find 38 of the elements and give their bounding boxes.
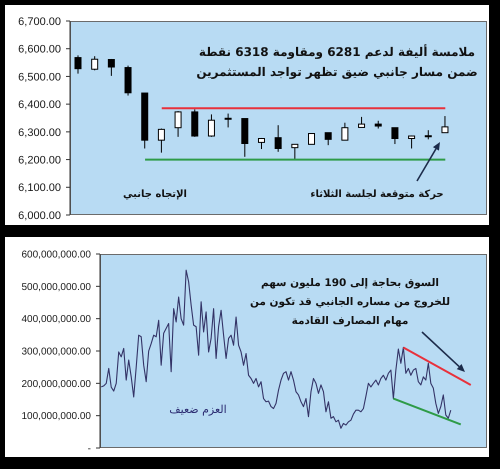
y-tick-label: 200,000,000.00 <box>21 378 92 390</box>
candlestick <box>274 124 282 152</box>
candlestick <box>74 54 82 74</box>
y-tick-label: 6,400.00 <box>18 99 61 112</box>
candlestick <box>291 144 298 160</box>
candlestick <box>441 116 448 134</box>
y-tick-label: 6,000.00 <box>18 210 61 222</box>
annotation: الإتجاه جانبي <box>123 189 187 200</box>
candlestick <box>391 127 398 145</box>
candlestick <box>358 116 366 128</box>
y-tick-label: 6,300.00 <box>18 126 61 139</box>
annotation: السوق بحاجة إلى 190 مليون سهم للخروج من مساره الجانبي قد تكون من مهام المصارف القادمة <box>250 277 450 327</box>
candlestick <box>308 133 316 145</box>
y-tick-label: - <box>88 444 91 455</box>
candlestick <box>91 56 98 71</box>
annotation: ملامسة أليفة لدعم 6281 ومقاومة 6318 نقطة ضمن مسار جانبي ضيق تظهر تواجد المستثمرين <box>196 44 478 79</box>
candlestick <box>408 134 416 149</box>
candlestick <box>341 122 348 141</box>
candlestick <box>108 58 115 76</box>
y-tick-label: 500,000,000.00 <box>21 282 92 293</box>
y-tick-label: 6,700.00 <box>18 16 61 28</box>
candlestick <box>324 132 332 146</box>
y-tick-label: 6,200.00 <box>18 154 61 166</box>
candlestick <box>224 113 232 128</box>
y-tick-label: 6,600.00 <box>18 44 61 56</box>
candlestick <box>174 110 182 138</box>
y-tick-label: 6,500.00 <box>18 71 61 84</box>
annotation: حركة متوقعة لجلسة الثلاثاء <box>310 189 444 200</box>
candlestick <box>158 128 165 154</box>
annotation: العزم ضعيف <box>169 403 227 416</box>
line-series <box>100 270 452 429</box>
y-tick-label: 6,100.00 <box>18 182 61 194</box>
y-tick-label: 600,000,000.00 <box>21 250 92 261</box>
y-tick-label: 100,000,000.00 <box>21 411 92 422</box>
candlestick <box>424 130 432 140</box>
y-tick-label: 400,000,000.00 <box>21 314 92 326</box>
candlestick <box>208 114 215 138</box>
y-tick-label: 300,000,000.00 <box>21 346 92 358</box>
